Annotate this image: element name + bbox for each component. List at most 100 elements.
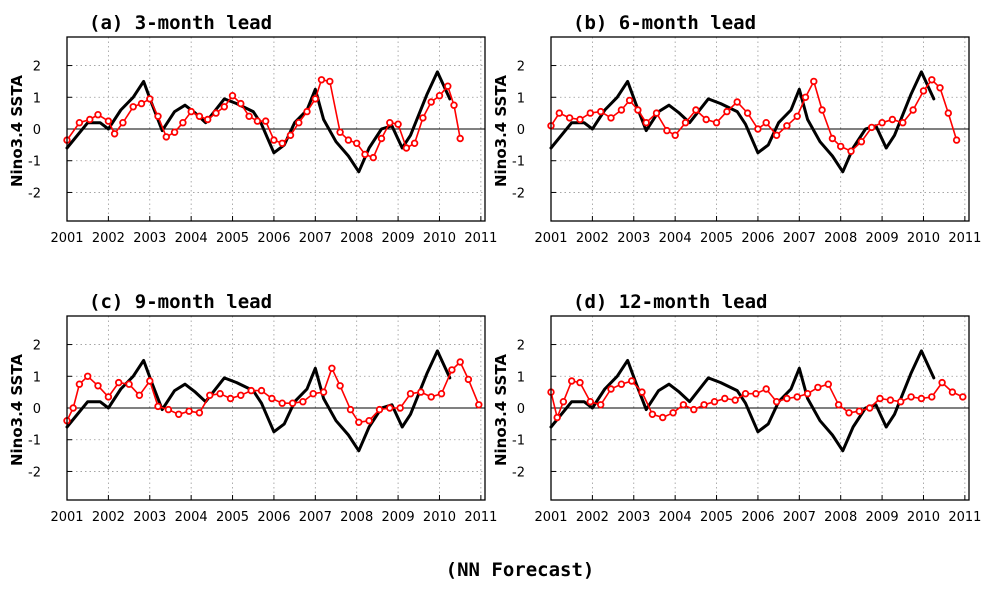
forecast-point: [628, 377, 636, 385]
forecast-point: [772, 131, 781, 139]
forecast-point: [353, 139, 361, 147]
forecast-point: [286, 131, 295, 139]
forecast-point: [328, 364, 336, 372]
forecast-point: [185, 407, 193, 415]
forecast-point: [617, 380, 626, 388]
forecast-point: [86, 115, 94, 124]
x-tick-label: 2010: [907, 231, 940, 246]
observed-series-line: [549, 70, 936, 174]
forecast-point: [712, 118, 721, 127]
forecast-point: [448, 366, 456, 374]
forecast-point: [845, 409, 853, 417]
forecast-point: [952, 136, 961, 144]
y-tick-label: -2: [28, 186, 41, 201]
forecast-point: [326, 77, 334, 86]
forecast-point: [336, 382, 344, 390]
forecast-point: [928, 393, 936, 401]
x-tick-label: 2002: [576, 231, 609, 246]
forecast-point: [783, 394, 791, 403]
forecast-point: [625, 96, 634, 105]
forecast-point: [597, 401, 605, 409]
forecast-point: [671, 131, 679, 139]
x-tick-label: 2002: [92, 231, 125, 246]
forecast-point: [303, 107, 311, 116]
forecast-point: [247, 386, 255, 395]
forecast-point: [634, 106, 642, 114]
forecast-point: [146, 95, 154, 103]
x-tick-label: 2010: [423, 231, 456, 246]
forecast-point: [361, 150, 369, 159]
forecast-point: [402, 144, 411, 152]
forecast-point: [868, 123, 876, 132]
forecast-point: [278, 399, 286, 407]
y-tick-label: 1: [517, 370, 525, 385]
panel-b: 2001 2002 2003 2004 2005 2006 2007 2008 2009 2010…: [492, 12, 981, 246]
forecast-point: [268, 394, 276, 403]
forecast-point: [253, 117, 262, 125]
forecast-point: [837, 142, 845, 151]
forecast-point: [317, 76, 326, 84]
panel-title: (a) 3-month lead: [89, 12, 272, 34]
forecast-point: [394, 120, 402, 128]
forecast-point: [162, 133, 170, 141]
forecast-point: [855, 407, 863, 415]
forecast-point: [783, 122, 791, 130]
forecast-point: [226, 394, 235, 403]
panel-d: 2001 2002 2003 2004 2005 2006 2007 2008 2009 2010…: [492, 291, 981, 525]
forecast-point: [386, 118, 394, 127]
forecast-point: [576, 378, 584, 387]
y-axis-label: Nino3.4 SSTA: [492, 75, 510, 187]
x-tick-label: 2007: [783, 231, 816, 246]
forecast-point: [948, 388, 957, 396]
forecast-point: [818, 106, 826, 114]
forecast-point: [262, 117, 270, 125]
y-tick-label: -1: [512, 434, 525, 449]
x-tick-label: 2007: [299, 510, 332, 525]
x-tick-label: 2006: [257, 510, 290, 525]
forecast-point: [257, 386, 266, 395]
x-tick-label: 2009: [866, 231, 899, 246]
forecast-point: [216, 390, 224, 398]
x-tick-label: 2009: [382, 231, 415, 246]
forecast-point: [899, 118, 907, 127]
forecast-point: [427, 393, 435, 401]
forecast-point: [212, 109, 220, 117]
forecast-point: [772, 398, 781, 406]
forecast-point: [928, 76, 936, 84]
x-tick-label: 2006: [741, 510, 774, 525]
y-tick-label: 0: [33, 123, 41, 138]
forecast-point: [187, 107, 195, 116]
forecast-point: [936, 84, 944, 92]
y-tick-label: 0: [33, 402, 41, 417]
panel-a: 2001 2002 2003 2004 2005 2006 2007 2008 2009 2010…: [8, 12, 497, 246]
forecast-point: [299, 398, 307, 406]
y-tick-label: -1: [28, 434, 41, 449]
forecast-point: [450, 101, 458, 109]
forecast-point: [75, 380, 84, 388]
forecast-point: [444, 82, 452, 90]
forecast-point: [752, 390, 760, 398]
forecast-point: [803, 390, 812, 398]
x-tick-label: 2004: [659, 510, 692, 525]
forecast-point: [104, 117, 113, 125]
forecast-point: [907, 393, 915, 401]
forecast-point: [938, 378, 946, 387]
forecast-point: [245, 112, 253, 120]
forecast-point: [810, 77, 818, 86]
y-tick-label: -1: [28, 155, 41, 170]
forecast-point: [710, 398, 719, 406]
x-tick-label: 2010: [423, 510, 456, 525]
forecast-point: [669, 409, 677, 417]
forecast-point: [417, 388, 425, 396]
forecast-point: [733, 98, 741, 106]
forecast-point: [793, 112, 801, 120]
panel-title: (c) 9-month lead: [89, 291, 272, 313]
x-tick-label: 2003: [133, 231, 166, 246]
y-tick-label: -2: [28, 465, 41, 480]
plot-frame: [66, 315, 486, 501]
forecast-point: [369, 153, 377, 162]
y-tick-label: 2: [517, 339, 525, 354]
x-tick-label: 2004: [175, 231, 208, 246]
forecast-point: [762, 385, 770, 393]
x-tick-label: 2006: [257, 231, 290, 246]
